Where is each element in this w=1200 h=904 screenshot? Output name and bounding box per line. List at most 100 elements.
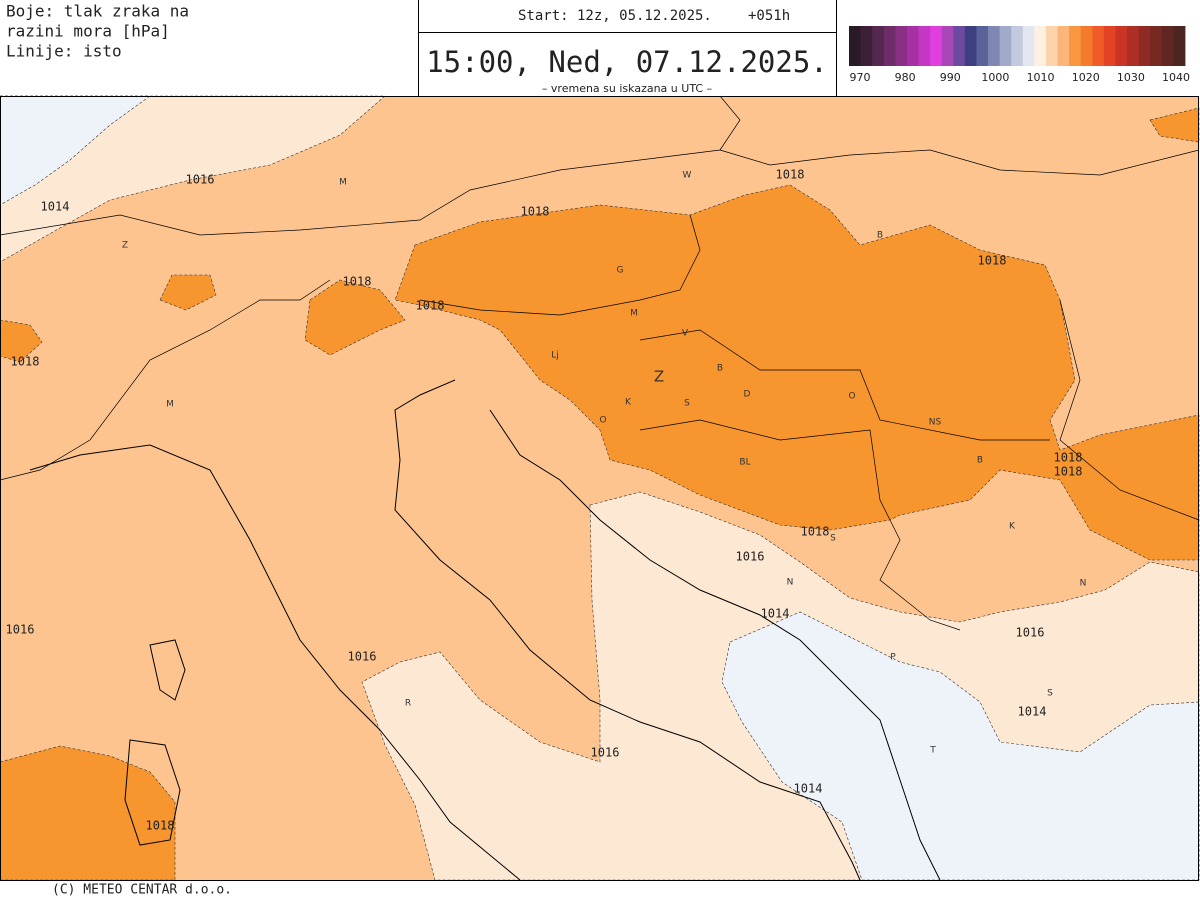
- colorbar-label: 990: [940, 71, 961, 84]
- colorbar-swatch: [976, 26, 989, 66]
- colorbar-swatch: [1127, 26, 1140, 66]
- place-label: R: [405, 699, 411, 709]
- place-label: S: [830, 534, 836, 544]
- border: [419, 214, 701, 316]
- colorbar-swatch: [883, 26, 896, 66]
- colorbar-swatch: [1069, 26, 1082, 66]
- colorbar-label: 1020: [1072, 71, 1100, 84]
- colorbar-swatch: [953, 26, 966, 66]
- colorbar-swatch: [964, 26, 977, 66]
- isobar-label: 1018: [1054, 451, 1083, 465]
- colorbar-swatch: [1161, 26, 1174, 66]
- map-frame: [0, 96, 1199, 881]
- border: [0, 279, 331, 481]
- place-label: BL: [739, 458, 750, 468]
- place-label: B: [877, 231, 883, 241]
- isobar-label: 1014: [1018, 705, 1047, 719]
- colorbar-swatch: [1057, 26, 1070, 66]
- isobar-label: 1018: [1054, 465, 1083, 479]
- colorbar-swatch: [918, 26, 931, 66]
- colorbar-swatch: [895, 26, 908, 66]
- border: [0, 95, 741, 236]
- colorbar-swatch: [1092, 26, 1105, 66]
- colorbar-label: 1000: [981, 71, 1009, 84]
- lead-time: +051h: [748, 8, 790, 24]
- map: [0, 95, 1200, 881]
- border: [639, 329, 1050, 441]
- colorbar-swatch: [1173, 26, 1186, 66]
- coastline: [489, 409, 941, 881]
- isobar-label: 1018: [776, 168, 805, 182]
- isobar-label: 1018: [416, 299, 445, 313]
- place-label: O: [599, 416, 606, 426]
- place-label: S: [684, 399, 690, 409]
- legend-text: razini mora [hPa]: [6, 22, 170, 41]
- pressure-above-1018: [1149, 107, 1200, 143]
- copyright: (C) METEO CENTAR d.o.o.: [52, 883, 232, 898]
- legend-text: Boje: tlak zraka na: [6, 2, 189, 21]
- place-label: N: [787, 578, 794, 588]
- colorbar-label: 980: [895, 71, 916, 84]
- isobar-label: 1018: [801, 525, 830, 539]
- place-label: Lj: [551, 351, 559, 361]
- pressure-above-1018: [304, 279, 406, 356]
- isobar-label: 1016: [6, 623, 35, 637]
- pressure-above-1018: [394, 184, 1200, 561]
- isobar-label: 1016: [591, 746, 620, 760]
- colorbar-swatch: [1138, 26, 1151, 66]
- isobar-label: 1018: [521, 205, 550, 219]
- colorbar-swatch: [860, 26, 873, 66]
- colorbar-swatch: [1011, 26, 1024, 66]
- place-label: P: [890, 653, 896, 663]
- legend-text: Linije: isto: [6, 42, 122, 61]
- isobar-label: 1014: [761, 607, 790, 621]
- colorbar-swatch: [999, 26, 1012, 66]
- colorbar-swatch: [1045, 26, 1058, 66]
- isobar-label: 1014: [41, 200, 70, 214]
- colorbar-swatch: [1022, 26, 1035, 66]
- colorbar-label: 1040: [1162, 71, 1190, 84]
- pressure-above-1018: [159, 274, 217, 311]
- place-label: W: [683, 171, 692, 181]
- valid-time: 15:00, Ned, 07.12.2025.: [426, 45, 828, 79]
- colorbar-swatch: [1150, 26, 1163, 66]
- colorbar-swatch: [1115, 26, 1128, 66]
- colorbar-swatch: [988, 26, 1001, 66]
- place-label: B: [717, 364, 723, 374]
- island: [124, 739, 181, 846]
- isobar-label: 1016: [186, 173, 215, 187]
- borders: [0, 95, 1200, 631]
- place-label: M: [166, 400, 174, 410]
- place-label: K: [625, 398, 632, 408]
- place-label: M: [339, 178, 347, 188]
- place-label: V: [682, 329, 689, 339]
- pressure-above-1018: [0, 319, 43, 363]
- colorbar-swatch: [849, 26, 861, 66]
- colorbar-swatch: [1103, 26, 1116, 66]
- border: [719, 149, 1200, 176]
- place-label: K: [1009, 522, 1016, 532]
- place-label: M: [630, 309, 638, 319]
- isobar-label: 1014: [794, 782, 823, 796]
- coastline: [394, 379, 861, 881]
- island: [149, 639, 186, 701]
- isobar-label: 1018: [146, 819, 175, 833]
- colorbar-swatch: [872, 26, 885, 66]
- coastline: [29, 444, 521, 881]
- colorbar-swatch: [930, 26, 943, 66]
- place-label: Z: [122, 241, 128, 251]
- place-label: D: [744, 390, 751, 400]
- isobar-label: 1016: [1016, 626, 1045, 640]
- place-label: Z: [654, 368, 664, 386]
- isobar-label: 1018: [978, 254, 1007, 268]
- utc-note: – vremena su iskazana u UTC –: [542, 82, 712, 95]
- colorbar-label: 970: [850, 71, 871, 84]
- colorbar-swatch: [941, 26, 954, 66]
- place-label: B: [977, 456, 983, 466]
- pressure-below-1014: [721, 611, 1200, 881]
- isobar-label: 1016: [348, 650, 377, 664]
- place-label: G: [617, 266, 624, 276]
- colorbar: 970 980 990 1000 1010 1020 1030 1040: [849, 26, 1190, 84]
- colorbar-label: 1030: [1117, 71, 1145, 84]
